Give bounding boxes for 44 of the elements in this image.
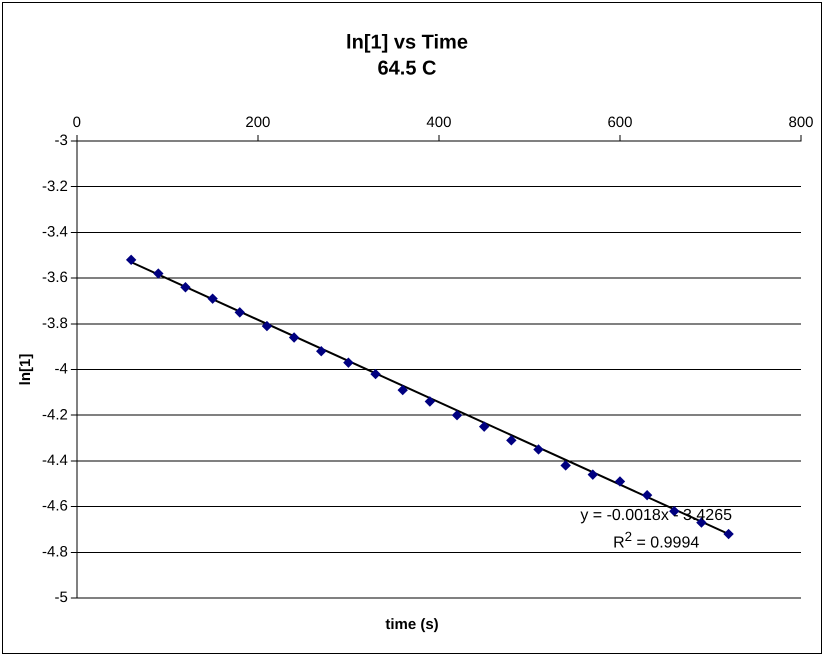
point — [642, 490, 652, 500]
y-tick-label: -3.4 — [42, 224, 68, 241]
y-tick-label: -3.6 — [42, 269, 68, 286]
annotation: y = -0.0018x - 3.4265 — [580, 506, 732, 525]
y-axis-title: ln[1] — [17, 354, 34, 386]
chart-subtitle: 64.5 C — [378, 58, 436, 80]
point — [208, 294, 218, 304]
point — [262, 321, 272, 332]
y-tick-label: -4.8 — [42, 543, 68, 560]
point — [614, 476, 625, 486]
point — [533, 444, 544, 454]
y-tick-label: -4.4 — [42, 452, 68, 470]
x-tick-label: 200 — [245, 114, 270, 132]
x-tick-label: 0 — [72, 114, 82, 132]
point — [316, 346, 326, 356]
y-tick-label: -5 — [54, 589, 68, 606]
point — [370, 369, 381, 380]
point — [724, 529, 734, 540]
annotation: R$^{2}$ = 0.9994 — [613, 528, 700, 552]
point — [560, 460, 571, 470]
point — [180, 282, 190, 292]
x-axis-title: time (s) — [384, 616, 440, 633]
point — [343, 358, 354, 368]
point — [234, 307, 245, 318]
x-tick-label: 800 — [788, 114, 814, 132]
point — [506, 435, 516, 446]
point — [153, 268, 164, 279]
y-tick-label: -3.2 — [42, 178, 68, 195]
point — [289, 332, 300, 343]
y-tick-label: -3.8 — [42, 314, 68, 332]
y-tick-label: -4 — [54, 360, 68, 378]
point — [424, 396, 435, 406]
point — [669, 506, 680, 516]
point — [588, 470, 598, 480]
point — [452, 410, 462, 420]
y-tick-label: -3 — [54, 132, 68, 150]
x-tick-label: 600 — [607, 114, 632, 132]
point — [126, 254, 136, 265]
point — [398, 385, 408, 396]
point — [479, 422, 490, 432]
chart-title: ln[1] vs Time — [346, 32, 468, 54]
x-tick-label: 400 — [426, 114, 452, 132]
y-tick-label: -4.6 — [42, 498, 68, 515]
y-tick-label: -4.2 — [42, 406, 68, 424]
